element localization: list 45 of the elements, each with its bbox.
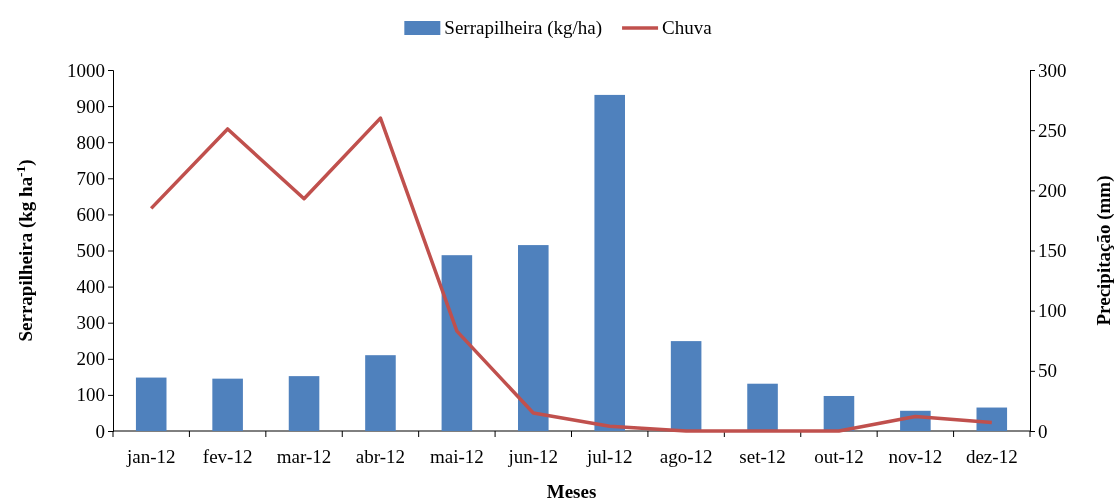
y2-tick-label: 300: [1038, 59, 1067, 81]
x-tick-label: mai-12: [429, 446, 484, 467]
y-tick-label: 200: [76, 348, 105, 370]
y-tick-label: 600: [76, 203, 105, 225]
x-tick-label: jun-12: [507, 446, 559, 467]
x-tick-label: abr-12: [355, 446, 406, 467]
x-tick-label: jan-12: [125, 446, 176, 467]
y2-tick-label: 150: [1038, 240, 1067, 262]
y-tick-label: 500: [76, 240, 105, 262]
y-tick-label: 700: [76, 167, 105, 189]
x-axis-title: Meses: [546, 481, 597, 502]
y-tick-label: 800: [76, 131, 105, 153]
bar: [670, 341, 702, 431]
legend-label: Serrapilheira (kg/ha): [444, 17, 603, 39]
y-tick-label: 1000: [67, 59, 105, 81]
x-tick-label: nov-12: [888, 446, 943, 467]
x-tick-label: set-12: [739, 446, 786, 467]
x-tick-label: dez-12: [965, 446, 1018, 467]
x-tick-label: ago-12: [659, 446, 713, 467]
y2-tick-label: 250: [1038, 119, 1067, 141]
x-tick-label: jul-12: [586, 446, 633, 467]
bar: [747, 383, 778, 431]
y-tick-label: 0: [95, 420, 105, 442]
bar: [823, 395, 855, 431]
bar: [594, 94, 625, 431]
bar: [365, 355, 396, 431]
bar: [441, 255, 473, 431]
y2-tick-label: 50: [1038, 360, 1057, 382]
y-tick-label: 900: [76, 95, 105, 117]
y2-axis-title: Precipitação (mm): [1093, 175, 1115, 326]
bar: [212, 378, 243, 431]
y-tick-label: 400: [76, 276, 105, 298]
y2-tick-label: 200: [1038, 179, 1067, 201]
bar: [288, 376, 320, 431]
bar: [135, 377, 167, 431]
y2-tick-label: 100: [1038, 300, 1067, 322]
x-tick-label: out-12: [814, 446, 864, 467]
x-tick-label: fev-12: [202, 446, 253, 467]
y-tick-label: 100: [76, 384, 105, 406]
line-series: [149, 116, 994, 433]
x-tick-label: mar-12: [276, 446, 332, 467]
y2-tick-label: 0: [1038, 420, 1048, 442]
bar: [518, 245, 549, 431]
y-tick-label: 300: [76, 312, 105, 334]
legend-label: Chuva: [662, 17, 713, 38]
